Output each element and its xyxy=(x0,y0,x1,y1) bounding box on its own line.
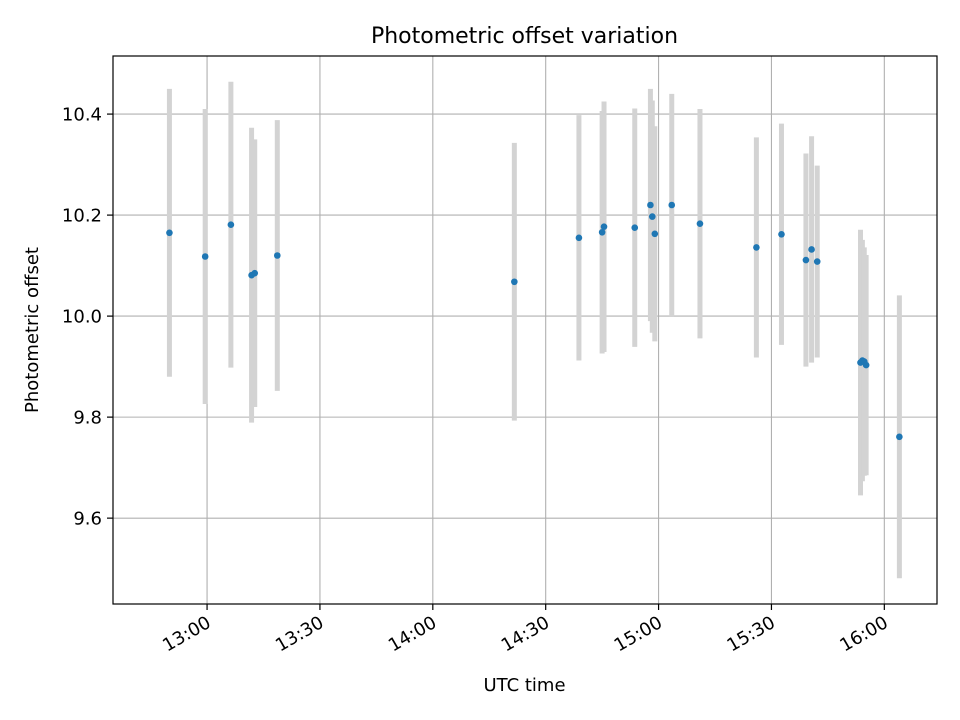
data-point xyxy=(598,228,606,236)
x-axis-label: UTC time xyxy=(483,675,565,696)
data-point xyxy=(631,224,639,232)
y-tick-label: 9.6 xyxy=(73,509,102,530)
y-axis-ticks: 9.6 9.8 10.0 10.2 10.4 xyxy=(62,105,113,530)
data-point xyxy=(227,221,235,228)
data-point xyxy=(600,223,608,231)
plot-frame xyxy=(112,55,938,605)
data-point xyxy=(668,201,676,209)
data-point xyxy=(201,253,209,260)
data-point xyxy=(273,252,281,259)
data-point xyxy=(813,258,821,265)
data-point xyxy=(778,230,785,238)
data-point xyxy=(862,361,870,369)
data-point xyxy=(648,213,656,220)
data-point xyxy=(651,230,659,238)
data-point xyxy=(251,269,259,277)
y-tick-label: 10.0 xyxy=(62,307,102,328)
data-point xyxy=(896,433,903,441)
y-tick-label: 10.2 xyxy=(62,206,102,227)
data-point xyxy=(696,220,704,227)
y-axis-label: Photometric offset xyxy=(22,247,43,413)
y-tick-label: 10.4 xyxy=(62,105,102,126)
data-point xyxy=(753,244,760,251)
data-point xyxy=(511,278,518,286)
data-point xyxy=(808,246,815,253)
y-tick-label: 9.8 xyxy=(73,408,102,429)
data-point xyxy=(647,201,654,209)
data-point xyxy=(575,234,583,242)
data-point xyxy=(802,256,810,264)
data-point xyxy=(166,229,173,237)
data-points xyxy=(166,201,903,441)
chart-title: Photometric offset variation xyxy=(371,24,678,49)
